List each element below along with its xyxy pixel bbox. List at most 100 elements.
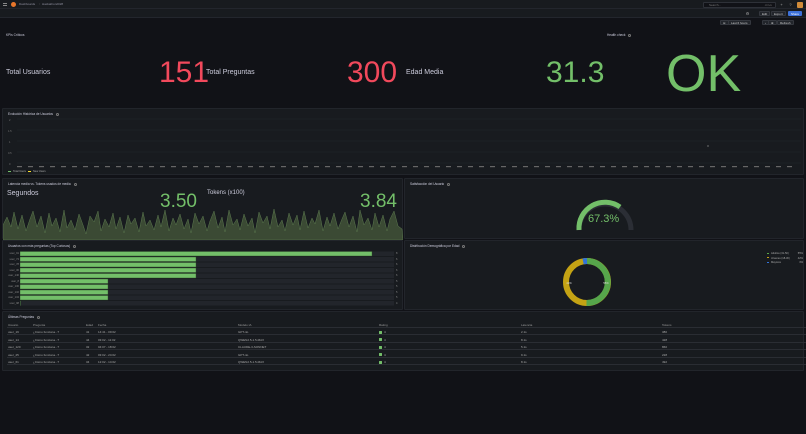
edit-button[interactable]: Edit	[759, 11, 771, 16]
x-axis-ticks	[17, 166, 792, 168]
column-header[interactable]: Modelo IA	[238, 323, 252, 327]
column-header[interactable]: Rating	[379, 323, 388, 327]
plus-icon[interactable]: +	[780, 2, 783, 7]
cell-rating: 4	[379, 337, 386, 343]
legend-swatch	[767, 261, 769, 263]
cell-age: 34	[86, 360, 90, 364]
column-header[interactable]: Tokens	[662, 323, 672, 327]
table-row[interactable]: user_25 ¿Cómo funciona...? 42 03:02 - 24…	[7, 352, 806, 358]
cell-tokens: 228	[662, 352, 668, 357]
cell-question: ¿Cómo funciona...?	[33, 352, 60, 357]
top-users-title: Usuarios con más preguntas (Top Curiosos…	[8, 244, 77, 248]
info-icon[interactable]	[73, 182, 77, 186]
bar-value: 6	[396, 263, 398, 266]
timeseries-panel: Evolución Histórica de Usuarios 2 1.5 1 …	[2, 108, 804, 175]
legend-pct: 3%	[799, 261, 803, 264]
stat-value-avg-age: 31.3	[546, 56, 605, 89]
y-tick: 1.5	[8, 130, 12, 133]
settings-icon[interactable]: ⚙	[745, 11, 750, 16]
search-input[interactable]: Search... ctrl+k	[703, 1, 776, 8]
cell-user: user_61	[8, 360, 19, 364]
table-row[interactable]: user_14 ¿Cómo funciona...? 44 03:02 - 11…	[7, 337, 806, 343]
bar-value: 5	[396, 296, 398, 299]
breadcrumb-dashboards[interactable]: Dashboards	[19, 2, 36, 6]
info-icon[interactable]	[56, 112, 59, 116]
column-header[interactable]: Usuario	[8, 323, 19, 327]
questions-table-panel: Últimas Preguntas Usuario Pregunta Edad …	[2, 311, 806, 371]
bar-value: 6	[396, 257, 398, 261]
latency-right-label: Tokens (x100)	[207, 190, 245, 196]
cell-latency: 8.1s	[521, 337, 527, 342]
stat-label-total-questions: Total Preguntas	[206, 69, 255, 76]
cell-rating: 4	[379, 344, 386, 350]
latency-sparkline	[3, 208, 403, 240]
info-icon[interactable]	[462, 244, 466, 248]
column-header[interactable]: Latencia	[521, 323, 533, 327]
info-icon[interactable]	[628, 33, 632, 37]
bar-value: 6	[396, 274, 398, 277]
cell-question: ¿Cómo funciona...?	[33, 337, 60, 342]
y-tick: 1	[9, 141, 11, 144]
menu-icon[interactable]	[3, 2, 7, 6]
legend-item-young[interactable]: Jóvenes (18-30) 42%	[767, 257, 803, 262]
share-button[interactable]: Share	[788, 11, 803, 16]
bar-value: 6	[396, 268, 398, 272]
table-row[interactable]: user_120 ¿Cómo funciona...? 32 04:07 - 1…	[7, 344, 806, 350]
stat-value-total-users: 151	[159, 56, 210, 89]
cell-tokens: 380	[662, 330, 668, 334]
bar-label: user_140	[8, 274, 19, 277]
cell-rating: 4	[379, 359, 386, 365]
column-header[interactable]: Edad	[86, 323, 94, 327]
column-header[interactable]: Pregunta	[33, 323, 46, 327]
info-icon[interactable]	[73, 244, 77, 248]
info-icon[interactable]	[447, 182, 451, 186]
time-range-picker[interactable]: Last 6 hours	[728, 20, 751, 25]
cell-question: ¿Cómo funciona...?	[33, 360, 60, 364]
health-title-text: Health check	[607, 33, 626, 37]
cell-model: QWEN2.5-1.5-MAX	[238, 360, 265, 364]
cell-model: CLAUDE-3-SONNET	[238, 345, 267, 349]
table-row[interactable]: user_19 ¿Cómo funciona...? 41 14:41 - 09…	[7, 329, 806, 335]
satisfaction-title: Satisfacción del Usuario	[410, 182, 451, 186]
timeseries-title: Evolución Histórica de Usuarios	[8, 112, 59, 116]
bar-label: user_74	[9, 257, 19, 261]
rating-icon	[379, 345, 382, 349]
grafana-logo-icon[interactable]	[11, 1, 16, 7]
legend-item-seniors[interactable]: Mayores 3%	[767, 261, 803, 266]
info-icon[interactable]	[37, 315, 41, 319]
export-button[interactable]: Export	[771, 11, 786, 16]
satisfaction-title-text: Satisfacción del Usuario	[410, 182, 445, 186]
donut-label-adults: 55%	[603, 281, 609, 285]
legend-total-users[interactable]: Total Users	[8, 170, 26, 173]
rating-value: 4	[384, 360, 386, 364]
cell-model: GPT-4o	[238, 330, 249, 334]
help-icon[interactable]: ?	[789, 2, 792, 7]
demographics-panel: Distribución Demográfica por Edad 55% 42…	[404, 240, 804, 310]
bar-label: user_130	[8, 285, 19, 288]
bar-label: user_78	[9, 263, 19, 266]
latency-left-label: Segundos	[7, 190, 39, 197]
latency-panel: Latencia media vs. Tokens usados de medi…	[2, 178, 403, 240]
cell-age: 42	[86, 352, 90, 357]
user-avatar[interactable]	[797, 1, 803, 8]
legend-item-adults[interactable]: Adultos (31-50) 55%	[767, 252, 803, 257]
bar-value: 5	[396, 290, 398, 294]
legend-label: Mayores	[771, 261, 781, 264]
column-header[interactable]: Fecha	[98, 323, 107, 327]
cell-question: ¿Cómo funciona...?	[33, 345, 60, 349]
legend-label: Total Users	[13, 170, 26, 173]
bar-value: 4	[396, 301, 398, 305]
rating-value: 4	[384, 352, 386, 357]
breadcrumb-current[interactable]: Hackathon2028	[42, 2, 64, 6]
cell-age: 41	[86, 330, 90, 334]
demographics-title-text: Distribución Demográfica por Edad	[410, 244, 460, 248]
refresh-button[interactable]: Refresh	[777, 20, 794, 25]
bar-labels: user_91 user_74 user_78 user_36 user_140…	[5, 251, 19, 306]
table-row[interactable]: user_61 ¿Cómo funciona...? 34 12:02 - 14…	[7, 359, 806, 365]
health-check-title: Health check	[607, 33, 632, 37]
legend-new-users[interactable]: New Users	[28, 170, 46, 173]
rating-value: 4	[384, 345, 386, 349]
zoom-button[interactable]: ⊕	[768, 20, 777, 25]
rating-value: 4	[384, 337, 386, 342]
stat-value-total-questions: 300	[347, 56, 398, 89]
